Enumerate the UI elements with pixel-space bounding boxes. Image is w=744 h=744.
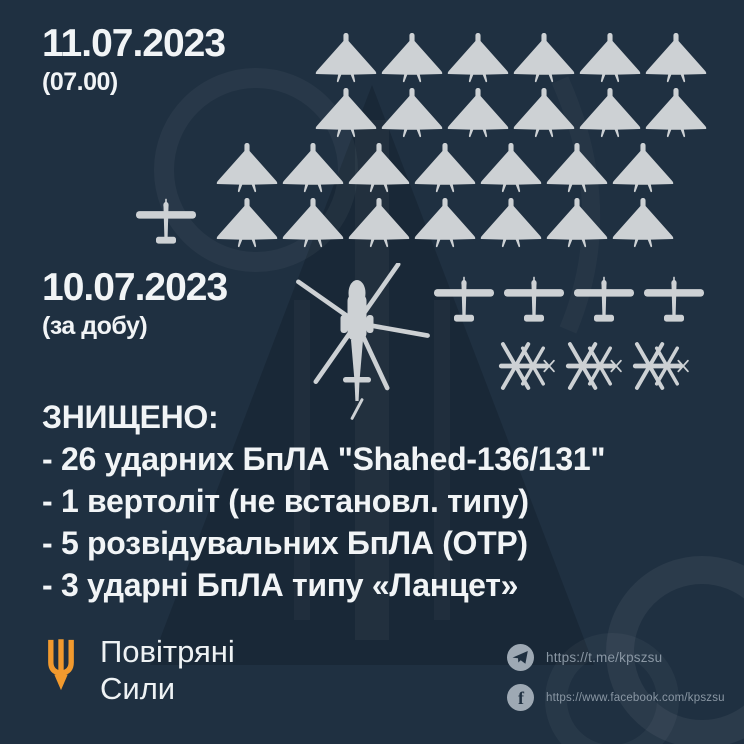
shahed-drone-icon	[413, 142, 477, 194]
shahed-row-1	[314, 32, 708, 84]
summary-title: ЗНИЩЕНО:	[42, 399, 219, 435]
shahed-drone-icon	[611, 197, 675, 249]
shahed-drone-icon	[281, 142, 345, 194]
recon-uav-icon	[431, 276, 497, 326]
lancet-uav-icon	[564, 341, 626, 391]
shahed-drone-icon	[512, 32, 576, 84]
lancet-uav-row	[497, 341, 693, 391]
summary-item-recon: - 5 розвідувальних БпЛА (ОТР)	[42, 525, 528, 561]
shahed-drone-icon	[512, 87, 576, 139]
recon-uav-icon	[641, 276, 707, 326]
shahed-drone-icon	[644, 87, 708, 139]
shahed-drone-icon	[314, 32, 378, 84]
svg-text:f: f	[518, 688, 525, 708]
telegram-url: https://t.me/kpszsu	[546, 650, 663, 665]
shahed-drone-icon	[380, 32, 444, 84]
current-time: (07.00)	[42, 67, 118, 96]
shahed-drone-icon	[380, 87, 444, 139]
summary-item-helicopter: - 1 вертоліт (не встановл. типу)	[42, 483, 529, 519]
facebook-link[interactable]: f https://www.facebook.com/kpszsu	[507, 684, 725, 711]
shahed-drone-icon	[347, 142, 411, 194]
summary-item-shahed: - 26 ударних БпЛА "Shahed-136/131"	[42, 441, 606, 477]
recon-uav-icon	[501, 276, 567, 326]
shahed-drone-icon	[347, 197, 411, 249]
recon-uav-icon	[134, 198, 198, 248]
shahed-row-3	[215, 142, 675, 194]
shahed-drone-icon	[215, 197, 279, 249]
shahed-drone-icon	[644, 32, 708, 84]
organization-name: Повітряні Сили	[100, 633, 235, 707]
shahed-drone-icon	[215, 142, 279, 194]
shahed-drone-icon	[545, 142, 609, 194]
shahed-drone-icon	[479, 197, 543, 249]
facebook-icon: f	[507, 684, 534, 711]
lancet-uav-icon	[631, 341, 693, 391]
lancet-uav-icon	[497, 341, 559, 391]
recon-uav-row	[431, 276, 707, 326]
shahed-drone-icon	[611, 142, 675, 194]
shahed-drone-icon	[413, 197, 477, 249]
telegram-icon	[507, 644, 534, 671]
shahed-drone-icon	[281, 197, 345, 249]
previous-date: 10.07.2023	[42, 266, 228, 309]
current-date: 11.07.2023	[42, 22, 226, 65]
shahed-drone-icon	[578, 87, 642, 139]
previous-period: (за добу)	[42, 311, 148, 340]
org-line-2: Сили	[100, 671, 176, 706]
shahed-drone-icon	[545, 197, 609, 249]
shahed-drone-icon	[479, 142, 543, 194]
recon-uav-icon	[571, 276, 637, 326]
shahed-drone-icon	[578, 32, 642, 84]
shahed-drone-icon	[446, 87, 510, 139]
shahed-row-2	[314, 87, 708, 139]
shahed-row-4	[215, 197, 675, 249]
org-line-1: Повітряні	[100, 634, 235, 669]
facebook-url: https://www.facebook.com/kpszsu	[546, 691, 725, 704]
current-report-date-block: 11.07.2023 (07.00)	[42, 22, 226, 97]
telegram-link[interactable]: https://t.me/kpszsu	[507, 644, 662, 671]
summary-item-lancet: - 3 ударні БпЛА типу «Ланцет»	[42, 567, 519, 603]
shahed-drone-icon	[314, 87, 378, 139]
destroyed-summary: ЗНИЩЕНО: - 26 ударних БпЛА "Shahed-136/1…	[42, 396, 606, 606]
previous-report-date-block: 10.07.2023 (за добу)	[42, 266, 228, 341]
shahed-drone-icon	[446, 32, 510, 84]
trident-icon	[48, 639, 74, 691]
